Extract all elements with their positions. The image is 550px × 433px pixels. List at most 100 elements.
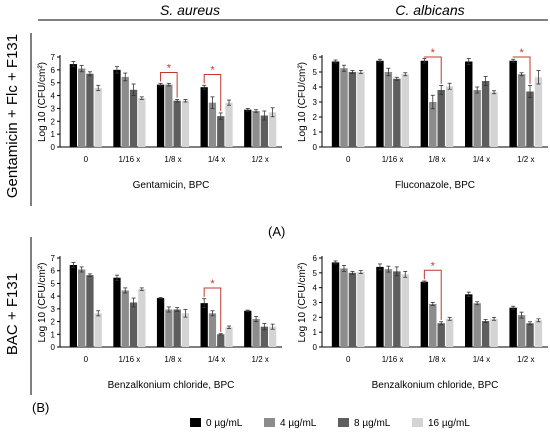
bar: [420, 281, 429, 347]
significance-label: *: [210, 64, 215, 76]
legend-item: 0 µg/mL: [190, 418, 243, 429]
bar: [225, 327, 233, 347]
x-tick-label: 1/16 x: [119, 155, 141, 164]
bar: [517, 74, 526, 147]
x-tick-label: 0: [346, 155, 351, 164]
y-tick-label: 4: [51, 292, 56, 301]
panel-label-b: (B): [32, 400, 50, 415]
bar: [473, 303, 481, 347]
bar: [200, 303, 208, 347]
legend-item: 4 µg/mL: [264, 418, 317, 429]
y-axis-label: Log 10 (CFU/cm²): [37, 62, 48, 142]
bar: [181, 313, 190, 347]
bar: [348, 272, 357, 347]
legend-label: 4 µg/mL: [280, 418, 317, 429]
bar: [78, 68, 86, 147]
bar: [165, 84, 173, 147]
y-tick-label: 3: [51, 104, 56, 113]
bar: [534, 320, 543, 347]
header-right: C. albicans: [395, 2, 465, 18]
y-tick-label: 5: [51, 79, 56, 88]
y-tick-label: 0: [313, 343, 318, 352]
legend-swatch: [412, 418, 423, 427]
bar: [129, 89, 138, 147]
bar: [331, 61, 340, 147]
bar: [429, 102, 437, 147]
bar: [534, 77, 543, 147]
significance-bracket: [423, 56, 442, 84]
bar: [490, 92, 498, 147]
bar: [165, 309, 173, 347]
y-tick-label: 3: [313, 98, 318, 107]
y-tick-label: 1: [313, 128, 318, 137]
bar: [473, 90, 481, 147]
significance-bracket: [423, 269, 442, 321]
y-tick-label: 6: [313, 53, 318, 62]
panel-label-a: (A): [268, 224, 286, 239]
significance-label: *: [167, 63, 172, 75]
significance-label: *: [519, 47, 524, 59]
y-tick-label: 3: [313, 299, 318, 308]
x-axis-label: Benzalkonium chloride, BPC: [372, 380, 499, 391]
bar: [340, 68, 348, 147]
significance-label: *: [431, 47, 436, 59]
x-tick-label: 1/4 x: [208, 355, 225, 364]
legend-item: 16 µg/mL: [412, 418, 470, 429]
bar: [348, 72, 357, 147]
bar: [78, 269, 86, 347]
bar: [340, 268, 348, 347]
bar: [173, 309, 181, 347]
x-tick-label: 1/2 x: [252, 155, 269, 164]
x-axis-label: Fluconazole, BPC: [395, 180, 475, 191]
bar: [268, 112, 277, 147]
y-axis-label: Log 10 (CFU/cm²): [297, 62, 308, 142]
y-tick-label: 1: [313, 328, 318, 337]
y-tick-label: 5: [313, 269, 318, 278]
y-tick-label: 6: [313, 254, 318, 263]
chart-4: 0 1 2 3 4 5 6 Log 10 (CFU/cm²) Benzalkonium chlo…: [297, 254, 548, 391]
y-axis-label: Log 10 (CFU/cm²): [297, 262, 308, 342]
y-tick-label: 5: [51, 279, 56, 288]
y-axis-label: Log 10 (CFU/cm²): [37, 262, 48, 342]
bar: [121, 76, 129, 147]
bar: [357, 72, 365, 147]
bar: [69, 264, 78, 347]
x-tick-label: 1/16 x: [382, 355, 404, 364]
x-tick-label: 1/4 x: [473, 155, 490, 164]
x-tick-label: 1/16 x: [382, 155, 404, 164]
legend-label: 0 µg/mL: [206, 418, 243, 429]
x-tick-label: 1/16 x: [119, 355, 141, 364]
y-tick-label: 7: [51, 53, 56, 62]
bar: [376, 266, 384, 347]
bar: [376, 60, 384, 147]
y-tick-label: 1: [51, 130, 56, 139]
bar: [437, 90, 445, 147]
bar: [420, 60, 429, 147]
y-tick-label: 7: [51, 254, 56, 263]
bar: [94, 87, 102, 147]
bar: [252, 319, 260, 347]
legend-label: 16 µg/mL: [428, 418, 470, 429]
bar: [393, 78, 401, 147]
y-tick-label: 4: [313, 83, 318, 92]
bar: [244, 109, 252, 147]
x-tick-label: 1/8 x: [428, 155, 445, 164]
x-tick-label: 1/8 x: [428, 355, 445, 364]
x-axis-label: Benzalkonium chloride, BPC: [108, 380, 235, 391]
bar: [517, 315, 526, 347]
x-tick-label: 1/8 x: [164, 355, 181, 364]
bar: [121, 290, 129, 347]
bar: [244, 310, 252, 347]
bar: [509, 60, 517, 147]
y-tick-label: 2: [313, 313, 318, 322]
significance-label: *: [431, 260, 436, 272]
y-tick-label: 2: [51, 117, 56, 126]
bar: [401, 274, 409, 347]
bar: [138, 98, 146, 147]
bar: [465, 61, 473, 147]
significance-label: *: [210, 278, 215, 290]
bar: [113, 277, 121, 347]
